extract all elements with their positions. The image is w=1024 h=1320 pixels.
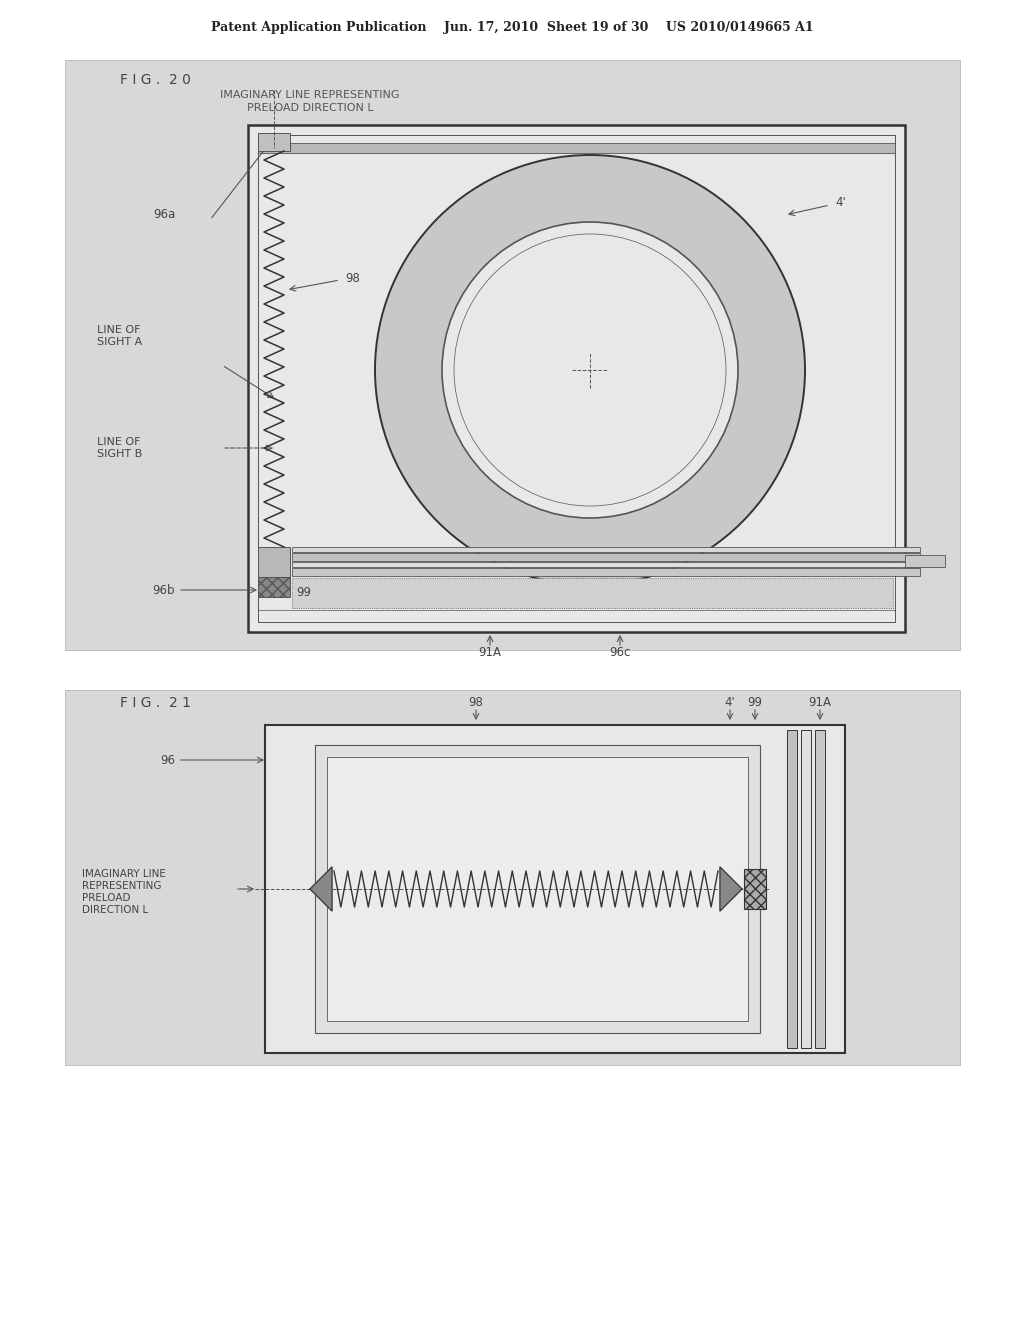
Polygon shape: [310, 867, 332, 911]
Bar: [65, 690, 961, 1065]
Bar: [315, 744, 760, 1034]
Bar: [258, 133, 290, 150]
Text: LINE OF: LINE OF: [97, 437, 140, 447]
Text: 96b: 96b: [153, 583, 175, 597]
Text: F I G .  2 0: F I G . 2 0: [120, 73, 190, 87]
Text: 91A: 91A: [478, 645, 502, 659]
Bar: [905, 554, 945, 568]
Circle shape: [375, 154, 805, 585]
Text: 4': 4': [725, 697, 735, 710]
Text: PRELOAD: PRELOAD: [82, 894, 130, 903]
Text: IMAGINARY LINE REPRESENTING: IMAGINARY LINE REPRESENTING: [220, 90, 399, 100]
Bar: [258, 135, 895, 622]
Bar: [292, 568, 920, 576]
Text: 99: 99: [296, 586, 311, 599]
Text: 4': 4': [835, 195, 846, 209]
Circle shape: [442, 222, 738, 517]
Text: Patent Application Publication    Jun. 17, 2010  Sheet 19 of 30    US 2010/01496: Patent Application Publication Jun. 17, …: [211, 21, 813, 34]
Bar: [258, 143, 895, 153]
Bar: [815, 730, 825, 1048]
Text: 96a: 96a: [153, 209, 175, 222]
Text: DIRECTION L: DIRECTION L: [82, 906, 148, 915]
Text: 96c: 96c: [609, 645, 631, 659]
Bar: [292, 562, 920, 568]
Bar: [787, 730, 797, 1048]
Text: 99: 99: [748, 697, 763, 710]
Text: IMAGINARY LINE: IMAGINARY LINE: [82, 869, 166, 879]
Bar: [292, 553, 920, 561]
Polygon shape: [720, 867, 742, 911]
Bar: [265, 725, 845, 1053]
Text: REPRESENTING: REPRESENTING: [82, 880, 162, 891]
Bar: [801, 730, 811, 1048]
Text: F I G .  2 1: F I G . 2 1: [120, 696, 191, 710]
Text: PRELOAD DIRECTION L: PRELOAD DIRECTION L: [247, 103, 374, 114]
Bar: [258, 546, 290, 577]
Text: SIGHT B: SIGHT B: [97, 449, 142, 459]
Text: 91A: 91A: [809, 697, 831, 710]
Bar: [292, 578, 893, 609]
Bar: [248, 125, 905, 632]
Bar: [258, 577, 290, 597]
Text: 96: 96: [160, 754, 175, 767]
Bar: [327, 756, 748, 1020]
Text: LINE OF: LINE OF: [97, 325, 140, 335]
Bar: [744, 869, 766, 909]
Bar: [65, 59, 961, 649]
Text: 98: 98: [469, 697, 483, 710]
Bar: [292, 546, 920, 552]
Text: 98: 98: [345, 272, 359, 285]
Text: SIGHT A: SIGHT A: [97, 337, 142, 347]
